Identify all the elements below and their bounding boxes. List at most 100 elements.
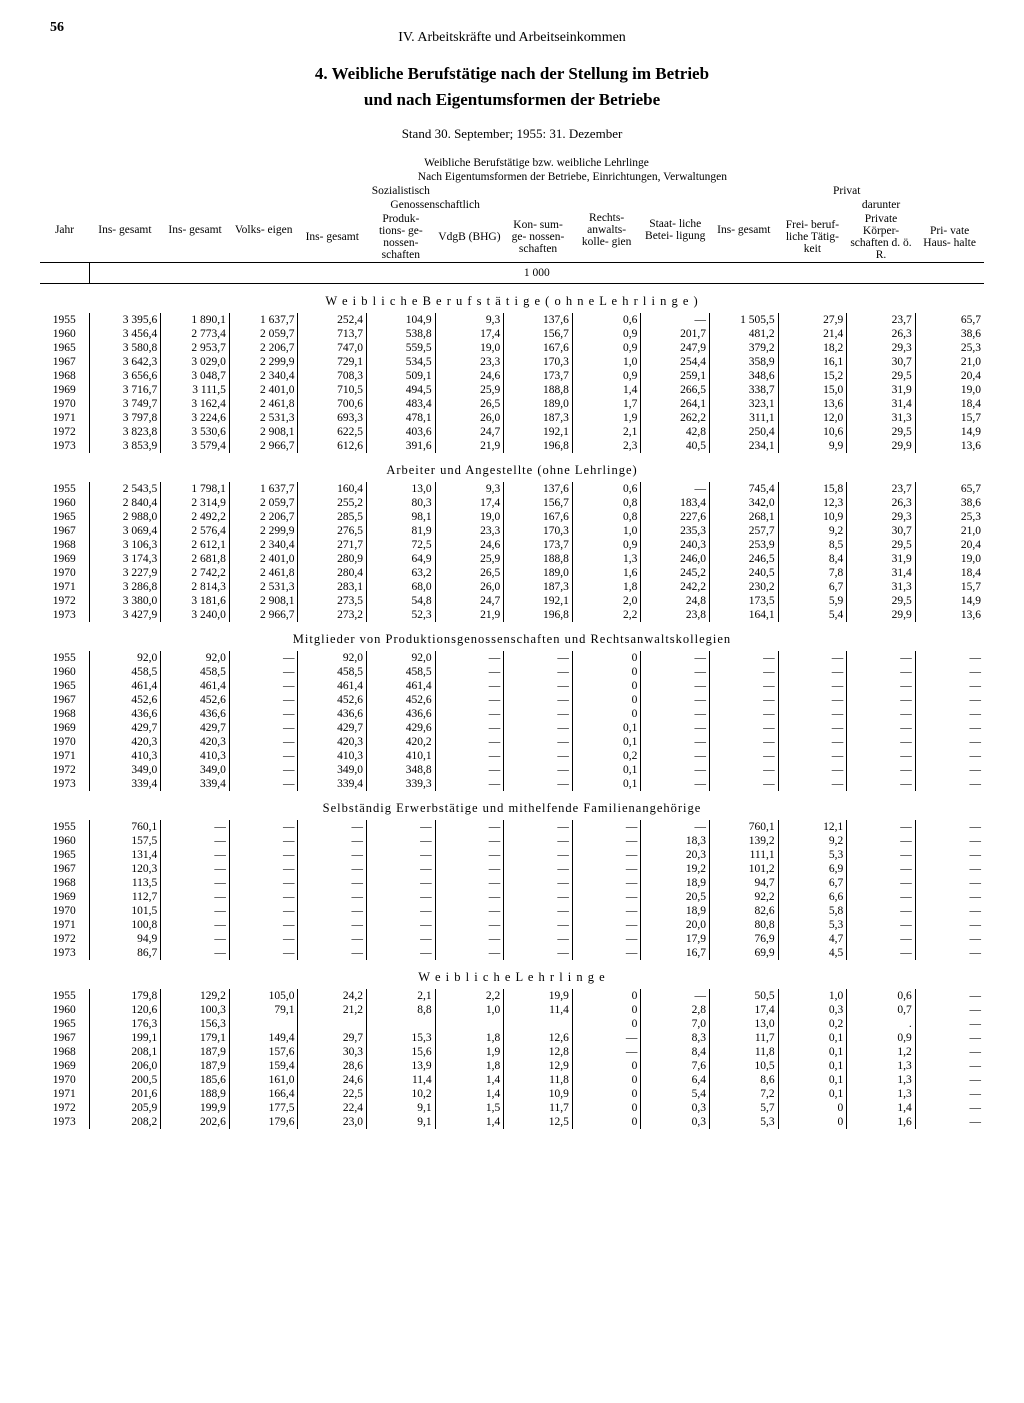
- data-cell: 283,1: [298, 580, 367, 594]
- data-cell: —: [298, 932, 367, 946]
- data-cell: 13,6: [915, 439, 984, 453]
- data-cell: 0,1: [778, 1073, 847, 1087]
- data-cell: 1 890,1: [161, 313, 230, 327]
- data-cell: 20,4: [915, 538, 984, 552]
- data-cell: 3 579,4: [161, 439, 230, 453]
- data-cell: 2,1: [367, 989, 436, 1003]
- data-cell: —: [229, 735, 298, 749]
- data-cell: 2 840,4: [89, 496, 161, 510]
- data-cell: 358,9: [710, 355, 779, 369]
- data-cell: 167,6: [504, 341, 573, 355]
- data-cell: —: [435, 848, 504, 862]
- table-row: 1969429,7429,7—429,7429,6——0,1—————: [40, 721, 984, 735]
- data-cell: 13,0: [367, 482, 436, 496]
- data-cell: —: [229, 721, 298, 735]
- data-cell: 436,6: [161, 707, 230, 721]
- data-cell: 157,6: [229, 1045, 298, 1059]
- data-cell: 28,6: [298, 1059, 367, 1073]
- data-cell: 710,5: [298, 383, 367, 397]
- data-cell: 10,9: [504, 1087, 573, 1101]
- data-cell: —: [915, 946, 984, 960]
- data-cell: 234,1: [710, 439, 779, 453]
- data-cell: 2 681,8: [161, 552, 230, 566]
- table-row: 1971410,3410,3—410,3410,1——0,2—————: [40, 749, 984, 763]
- table-row: 19733 427,93 240,02 966,7273,252,321,919…: [40, 608, 984, 622]
- h-rechts: Rechts- anwalts- kolle- gien: [572, 198, 641, 263]
- data-cell: —: [915, 862, 984, 876]
- data-cell: 708,3: [298, 369, 367, 383]
- table-row: 1970101,5———————18,982,65,8——: [40, 904, 984, 918]
- data-cell: 436,6: [367, 707, 436, 721]
- data-cell: 2 908,1: [229, 425, 298, 439]
- data-cell: —: [504, 932, 573, 946]
- data-cell: 0: [572, 1087, 641, 1101]
- data-cell: 2 299,9: [229, 355, 298, 369]
- data-cell: 15,7: [915, 411, 984, 425]
- data-cell: 338,7: [710, 383, 779, 397]
- data-cell: 205,9: [89, 1101, 161, 1115]
- data-cell: 30,7: [847, 524, 916, 538]
- data-cell: 11,4: [367, 1073, 436, 1087]
- data-cell: 0,1: [778, 1045, 847, 1059]
- table-row: 19693 716,73 111,52 401,0710,5494,525,91…: [40, 383, 984, 397]
- data-cell: —: [504, 946, 573, 960]
- data-cell: 9,9: [778, 439, 847, 453]
- table-row: 1970200,5185,6161,024,611,41,411,806,48,…: [40, 1073, 984, 1087]
- data-cell: —: [847, 932, 916, 946]
- data-cell: 0: [778, 1115, 847, 1129]
- data-cell: 4,5: [778, 946, 847, 960]
- data-cell: —: [504, 679, 573, 693]
- data-cell: 1 637,7: [229, 313, 298, 327]
- data-cell: —: [847, 904, 916, 918]
- data-cell: —: [229, 834, 298, 848]
- data-cell: 436,6: [298, 707, 367, 721]
- data-cell: —: [778, 665, 847, 679]
- data-cell: 1,4: [435, 1073, 504, 1087]
- data-cell: —: [641, 482, 710, 496]
- data-cell: —: [710, 651, 779, 665]
- data-cell: —: [161, 876, 230, 890]
- data-cell: —: [710, 721, 779, 735]
- table-row: 1960120,6100,379,121,28,81,011,402,817,4…: [40, 1003, 984, 1017]
- data-cell: 760,1: [710, 820, 779, 834]
- table-row: 1960157,5———————18,3139,29,2——: [40, 834, 984, 848]
- data-cell: —: [915, 749, 984, 763]
- data-cell: 700,6: [298, 397, 367, 411]
- data-cell: —: [229, 932, 298, 946]
- data-cell: 187,3: [504, 580, 573, 594]
- data-cell: 25,9: [435, 383, 504, 397]
- data-cell: 120,6: [89, 1003, 161, 1017]
- data-cell: 461,4: [161, 679, 230, 693]
- data-cell: 22,5: [298, 1087, 367, 1101]
- data-cell: 139,2: [710, 834, 779, 848]
- data-cell: 0: [572, 679, 641, 693]
- data-cell: 747,0: [298, 341, 367, 355]
- data-cell: —: [572, 862, 641, 876]
- data-cell: —: [915, 918, 984, 932]
- data-cell: 5,9: [778, 594, 847, 608]
- data-cell: 10,6: [778, 425, 847, 439]
- data-cell: —: [435, 890, 504, 904]
- data-cell: 2 543,5: [89, 482, 161, 496]
- data-cell: 0,1: [778, 1087, 847, 1101]
- data-cell: 63,2: [367, 566, 436, 580]
- data-cell: 8,4: [778, 552, 847, 566]
- data-cell: 179,1: [161, 1031, 230, 1045]
- data-cell: 3 853,9: [89, 439, 161, 453]
- data-cell: 10,9: [778, 510, 847, 524]
- data-cell: 8,6: [710, 1073, 779, 1087]
- data-cell: 693,3: [298, 411, 367, 425]
- data-cell: —: [641, 651, 710, 665]
- data-cell: 2 206,7: [229, 510, 298, 524]
- data-cell: —: [229, 820, 298, 834]
- table-row: 1971201,6188,9166,422,510,21,410,905,47,…: [40, 1087, 984, 1101]
- year-cell: 1965: [40, 341, 89, 355]
- data-cell: 19,0: [915, 552, 984, 566]
- data-cell: 92,0: [298, 651, 367, 665]
- data-cell: 2 314,9: [161, 496, 230, 510]
- data-cell: —: [641, 665, 710, 679]
- data-cell: 2 059,7: [229, 496, 298, 510]
- data-cell: 20,5: [641, 890, 710, 904]
- data-cell: 2 206,7: [229, 341, 298, 355]
- data-cell: 745,4: [710, 482, 779, 496]
